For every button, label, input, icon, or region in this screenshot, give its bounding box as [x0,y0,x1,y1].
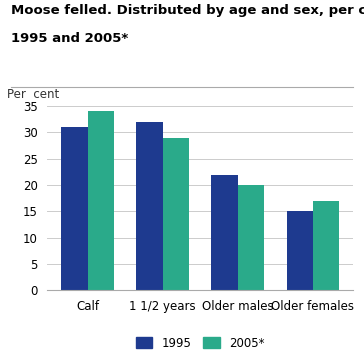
Text: Moose felled. Distributed by age and sex, per cent.: Moose felled. Distributed by age and sex… [11,4,364,17]
Bar [61,127,87,290]
Bar [87,112,114,290]
Bar [163,138,189,290]
Bar [313,201,339,290]
Text: Per  cent: Per cent [7,88,60,101]
Bar [211,175,238,290]
Bar [136,122,163,290]
Legend: 1995, 2005*: 1995, 2005* [136,337,265,350]
Bar [286,211,313,290]
Text: 1995 and 2005*: 1995 and 2005* [11,32,128,45]
Bar [238,185,264,290]
